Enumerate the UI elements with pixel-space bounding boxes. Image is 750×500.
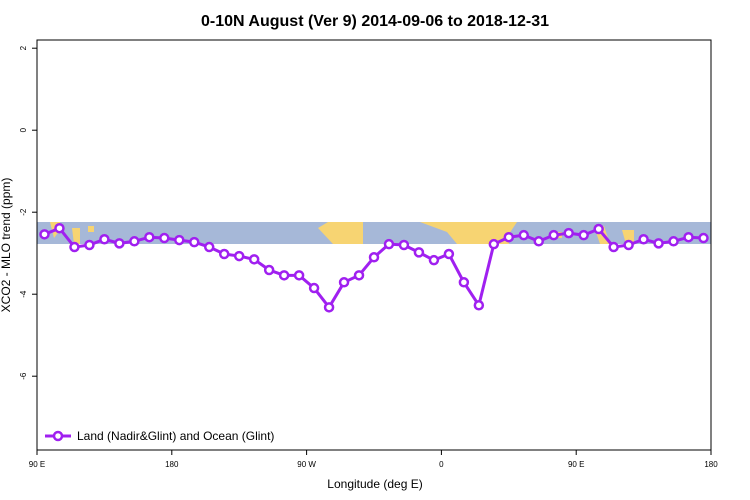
data-point <box>84 239 95 251</box>
x-tick-label: 180 <box>704 460 718 469</box>
data-point <box>668 236 679 247</box>
legend-marker <box>52 430 64 442</box>
data-point <box>593 223 604 235</box>
x-tick-label: 90 E <box>568 460 584 469</box>
data-point <box>443 248 455 260</box>
data-point <box>54 222 65 234</box>
data-point <box>218 248 230 260</box>
data-point <box>368 252 380 263</box>
data-point <box>683 231 694 243</box>
data-point <box>398 239 410 251</box>
data-point <box>518 229 530 241</box>
data-point <box>563 227 574 239</box>
data-point <box>623 239 634 251</box>
data-point <box>159 232 170 244</box>
y-tick-label: 0 <box>19 127 28 132</box>
chart-title: 0-10N August (Ver 9) 2014-09-06 to 2018-… <box>201 13 549 30</box>
x-tick-label: 90 E <box>29 460 45 469</box>
data-point <box>698 232 709 244</box>
data-point <box>413 247 425 258</box>
data-point <box>114 238 125 249</box>
data-point <box>308 282 320 294</box>
x-tick-label: 90 W <box>297 460 316 469</box>
data-point <box>503 231 515 243</box>
data-point <box>189 236 200 248</box>
data-point <box>39 229 50 240</box>
data-point <box>203 241 215 253</box>
data-point <box>99 234 110 245</box>
data-point <box>488 238 500 250</box>
x-tick-label: 0 <box>439 460 444 469</box>
data-point <box>69 241 80 253</box>
y-tick-label: -6 <box>19 372 28 380</box>
y-axis-label: XCO2 - MLO trend (ppm) <box>0 178 13 313</box>
data-point <box>428 254 440 266</box>
data-point <box>129 236 140 247</box>
legend-label: Land (Nadir&Glint) and Ocean (Glint) <box>77 429 274 443</box>
data-point <box>638 234 649 245</box>
data-point <box>248 254 260 265</box>
plot-frame <box>36 39 712 451</box>
data-point <box>578 229 589 241</box>
data-point <box>608 241 619 253</box>
data-point <box>383 238 395 250</box>
data-point <box>548 229 559 241</box>
x-axis-label: Longitude (deg E) <box>327 477 422 491</box>
data-point <box>233 250 245 262</box>
data-point <box>323 302 335 313</box>
x-tick-label: 180 <box>165 460 179 469</box>
y-tick-label: 2 <box>19 45 28 50</box>
data-point <box>473 300 485 311</box>
data-point <box>144 231 155 243</box>
y-tick-label: -2 <box>19 208 28 216</box>
data-point <box>653 238 664 249</box>
data-point <box>353 270 365 281</box>
data-point <box>293 270 305 281</box>
data-point <box>174 234 185 246</box>
data-point <box>278 270 290 281</box>
data-point <box>338 277 350 288</box>
data-point <box>263 264 275 276</box>
data-point <box>533 236 545 247</box>
y-tick-label: -4 <box>19 290 28 298</box>
data-point <box>458 277 470 288</box>
